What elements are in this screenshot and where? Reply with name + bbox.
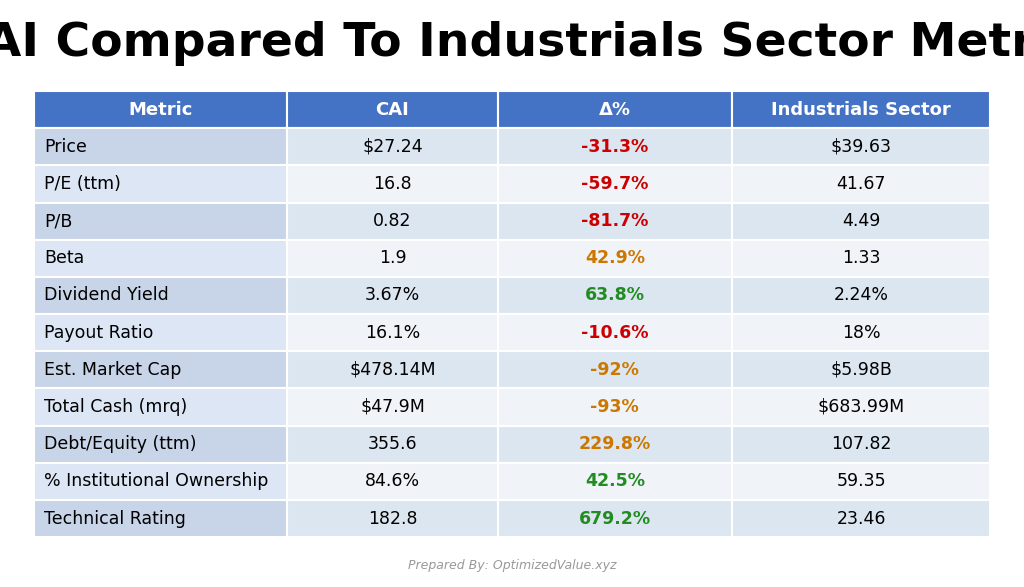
Text: 355.6: 355.6 <box>368 435 417 453</box>
Text: 1.33: 1.33 <box>842 249 881 267</box>
Text: 4.49: 4.49 <box>842 212 881 230</box>
Text: -10.6%: -10.6% <box>581 323 648 342</box>
Text: Est. Market Cap: Est. Market Cap <box>44 361 181 379</box>
Text: Price: Price <box>44 138 87 156</box>
Text: Total Cash (mrq): Total Cash (mrq) <box>44 398 187 416</box>
Text: 107.82: 107.82 <box>830 435 891 453</box>
Text: $5.98B: $5.98B <box>830 361 892 379</box>
Text: $27.24: $27.24 <box>362 138 423 156</box>
Text: 679.2%: 679.2% <box>579 510 651 528</box>
Text: $478.14M: $478.14M <box>349 361 436 379</box>
Text: 84.6%: 84.6% <box>365 473 420 490</box>
Text: -93%: -93% <box>591 398 639 416</box>
Text: 229.8%: 229.8% <box>579 435 651 453</box>
Text: $683.99M: $683.99M <box>817 398 905 416</box>
Text: Payout Ratio: Payout Ratio <box>44 323 154 342</box>
Text: 41.67: 41.67 <box>837 175 886 193</box>
Text: 23.46: 23.46 <box>837 510 886 528</box>
Text: 16.8: 16.8 <box>373 175 412 193</box>
Text: Δ%: Δ% <box>599 100 631 119</box>
Text: 0.82: 0.82 <box>373 212 412 230</box>
Text: % Institutional Ownership: % Institutional Ownership <box>44 473 268 490</box>
Text: 1.9: 1.9 <box>379 249 407 267</box>
Text: $39.63: $39.63 <box>830 138 892 156</box>
Text: 42.9%: 42.9% <box>585 249 645 267</box>
Text: $CAI Compared To Industrials Sector Metrics: $CAI Compared To Industrials Sector Metr… <box>0 21 1024 66</box>
Text: P/E (ttm): P/E (ttm) <box>44 175 121 193</box>
Text: P/B: P/B <box>44 212 73 230</box>
Text: Technical Rating: Technical Rating <box>44 510 185 528</box>
Text: -81.7%: -81.7% <box>582 212 648 230</box>
Text: 59.35: 59.35 <box>837 473 886 490</box>
Text: Debt/Equity (ttm): Debt/Equity (ttm) <box>44 435 197 453</box>
Text: Industrials Sector: Industrials Sector <box>771 100 951 119</box>
Text: 63.8%: 63.8% <box>585 286 645 305</box>
Text: 2.24%: 2.24% <box>834 286 889 305</box>
Text: 182.8: 182.8 <box>368 510 417 528</box>
Text: -59.7%: -59.7% <box>582 175 648 193</box>
Text: -92%: -92% <box>591 361 639 379</box>
Text: 16.1%: 16.1% <box>365 323 420 342</box>
Text: Beta: Beta <box>44 249 84 267</box>
Text: 3.67%: 3.67% <box>365 286 420 305</box>
Text: Metric: Metric <box>128 100 193 119</box>
Text: CAI: CAI <box>376 100 410 119</box>
Text: 18%: 18% <box>842 323 881 342</box>
Text: Dividend Yield: Dividend Yield <box>44 286 169 305</box>
Text: Prepared By: OptimizedValue.xyz: Prepared By: OptimizedValue.xyz <box>408 559 616 572</box>
Text: -31.3%: -31.3% <box>582 138 648 156</box>
Text: 42.5%: 42.5% <box>585 473 645 490</box>
Text: $47.9M: $47.9M <box>360 398 425 416</box>
